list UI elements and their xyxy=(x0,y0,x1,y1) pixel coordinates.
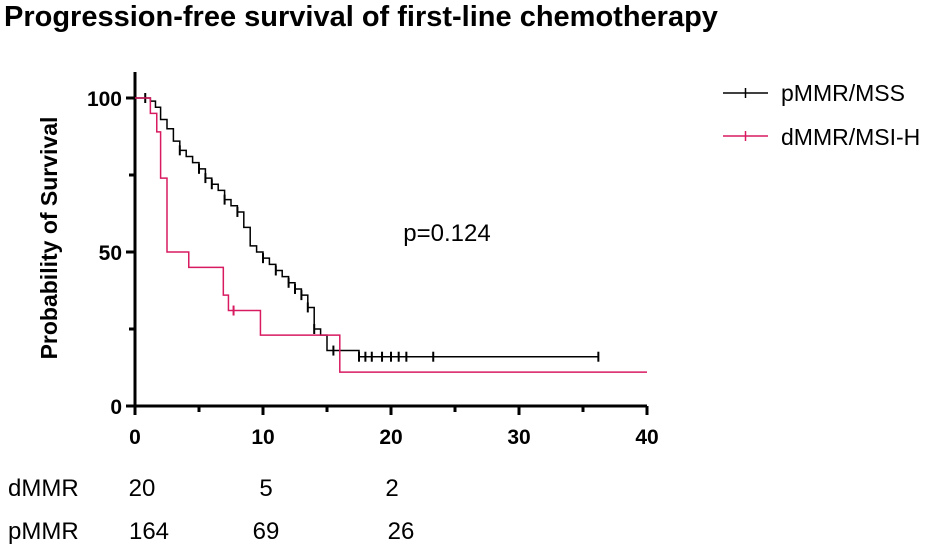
x-tick-label: 30 xyxy=(507,426,530,449)
axes: 0 10 20 30 40 0 50 100 xyxy=(87,72,659,449)
p-value-annotation: p=0.124 xyxy=(403,220,490,247)
y-tick-label: 100 xyxy=(87,88,122,111)
risk-row-label-dmmr: dMMR xyxy=(8,475,79,502)
risk-row-label-pmmr: pMMR xyxy=(8,518,79,545)
risk-cell: 69 xyxy=(253,518,280,545)
plot-area xyxy=(135,93,647,373)
risk-table: dMMR 20 5 2 pMMR 164 69 26 xyxy=(8,475,414,545)
x-tick-label: 40 xyxy=(635,426,658,449)
survival-curve-pmmr xyxy=(135,97,599,358)
risk-cell: 2 xyxy=(385,475,398,502)
risk-cell: 5 xyxy=(259,475,272,502)
legend: pMMR/MSS dMMR/MSI-H xyxy=(723,80,920,150)
risk-cell: 164 xyxy=(129,518,169,545)
y-tick-label: 50 xyxy=(99,242,122,265)
y-axis-label: Probability of Survival xyxy=(36,117,62,360)
x-tick-label: 10 xyxy=(251,426,274,449)
chart-title: Progression-free survival of first-line … xyxy=(4,1,718,33)
survival-curve-dmmr xyxy=(135,97,647,373)
legend-label-pmmr: pMMR/MSS xyxy=(781,80,905,106)
risk-cell: 26 xyxy=(388,518,415,545)
y-tick-label: 0 xyxy=(110,396,122,419)
legend-label-dmmr: dMMR/MSI-H xyxy=(781,124,920,150)
x-tick-label: 20 xyxy=(379,426,402,449)
risk-cell: 20 xyxy=(129,475,156,502)
x-tick-label: 0 xyxy=(129,426,141,449)
